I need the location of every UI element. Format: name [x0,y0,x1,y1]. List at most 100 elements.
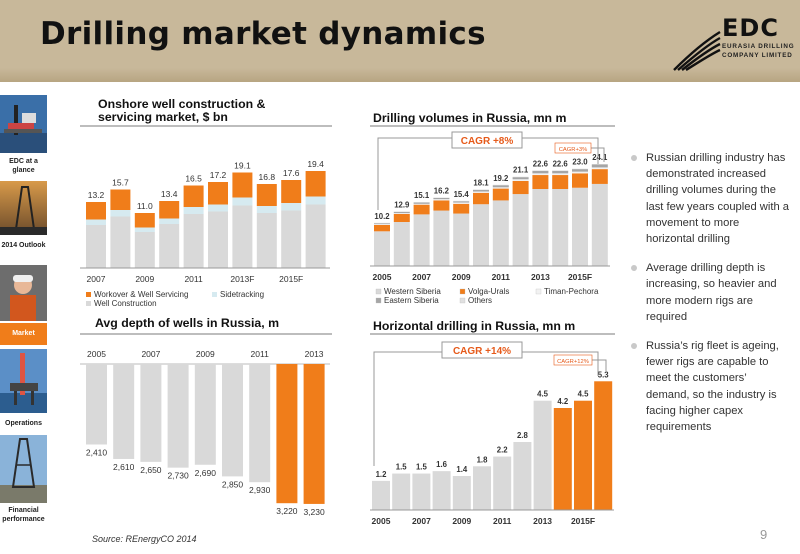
bar-eastern-siberia [591,164,608,168]
data-label: 2.8 [517,431,529,440]
cagr-label-small: CAGR+12% [557,359,589,365]
bar-eastern-siberia [492,185,509,188]
legend-swatch [86,301,91,306]
bar-western-siberia [591,183,608,266]
data-label: 13.4 [161,189,178,199]
data-label: 2.2 [497,446,509,455]
legend-swatch [86,292,91,297]
bar-sidetracking [134,227,155,232]
bar-volga-urals [552,175,569,189]
legend-label: Sidetracking [220,290,264,299]
data-label: 22.6 [533,159,549,168]
bar-volga-urals [532,175,549,189]
bar-volga-urals [453,203,470,214]
data-label: 2,610 [113,462,135,472]
cagr-box [441,341,523,359]
horizontal-bar [473,466,491,510]
horizontal-title-rule [370,333,615,335]
x-tick-label: 2007 [412,516,431,526]
data-label: 1.8 [477,455,489,464]
bar-timan-pechora [393,213,410,214]
header-band [0,0,800,82]
x-tick-label: 2013F [230,274,254,284]
onshore-chart-title: Onshore well construction & servicing ma… [98,97,266,124]
bar-timan-pechora [512,179,529,181]
data-label: 16.8 [259,172,276,182]
data-label: 2,730 [167,471,189,481]
data-label: 24.1 [592,153,608,162]
bar-timan-pechora [572,171,588,174]
data-label: 16.5 [185,174,202,184]
legend-swatch [459,297,466,304]
bar-eastern-siberia [453,201,470,203]
data-label: 1.5 [416,463,428,472]
bar-volga-urals [374,224,390,232]
legend-label: Western Siberia [384,287,441,296]
bar-timan-pechora [492,187,509,189]
bar-well-construction [134,232,155,268]
bar-sidetracking [86,219,106,225]
sidebar-item-operations[interactable]: Operations [5,420,42,427]
bar-timan-pechora [374,224,390,225]
horizontal-bar [574,400,592,510]
bar-sidetracking [183,207,204,214]
bar-eastern-siberia [552,170,569,174]
depth-bar [194,364,216,465]
bullet-text: Russian drilling industry has demonstrat… [646,152,790,246]
legend-label: Timan-Pechora [544,287,599,296]
legend-swatch [375,288,382,295]
depth-bar [276,364,298,504]
x-tick-label: 2011 [251,349,270,359]
data-label: 2,410 [86,447,108,457]
sidebar-item-market[interactable]: Market [0,323,47,345]
bar-timan-pechora [433,199,450,201]
bar-timan-pechora [532,173,549,176]
x-tick-label: 2011 [493,516,512,526]
x-tick-label: 2011 [184,274,203,284]
depth-chart-title: Avg depth of wells in Russia, m [95,316,280,330]
bar-workover-well-servicing [134,213,155,228]
data-label: 5.3 [598,370,610,379]
x-tick-label: 2013 [305,349,324,359]
drilling-rig-photo-icon [0,435,47,503]
bar-timan-pechora [591,167,608,170]
legend-label: Workover & Well Servicing [94,290,188,299]
bullet-text: Average drilling depth is increasing, so… [646,262,777,323]
legend-swatch [212,292,217,297]
bar-western-siberia [552,189,569,266]
data-label: 22.6 [553,159,569,168]
horizontal-chart: 1.2 1.5 1.5 1.6 1.4 1.8 2.2 2.8 4.5 4.2 4.5 5.3 2005… [370,341,614,526]
data-label: 15.4 [454,190,470,199]
onshore-chart: 13.2 15.7 11.0 13.4 16.5 17.2 19.1 16.8 17.6 19.4… [80,159,330,308]
depth-bar [167,364,189,468]
bar-sidetracking [110,210,131,217]
sidebar-item-edc-at-a-glance[interactable]: EDC at a glance [9,158,38,174]
logo-name: EDC [722,14,779,42]
bar-workover-well-servicing [86,202,106,220]
bar-western-siberia [374,231,390,266]
data-label: 2,930 [249,485,271,495]
bar-workover-well-servicing [183,185,204,207]
sidebar-item-financial-performance[interactable]: Financial performance [2,507,45,523]
data-label: 1.2 [376,470,388,479]
depth-bar [222,364,243,477]
logo-subtitle: EURASIA DRILLING COMPANY LIMITED [722,43,795,59]
depth-bar [86,364,107,445]
x-tick-label: 2005 [373,272,392,282]
x-tick-label: 2015F [571,516,595,526]
data-label: 3,230 [303,507,325,517]
bullet-dot-icon [631,343,637,350]
x-tick-label: 2015F [568,272,592,282]
x-tick-label: 2007 [87,274,106,284]
edc-logo-icon [673,30,721,72]
data-label: 15.7 [112,178,129,188]
data-label: 19.4 [307,159,324,169]
sidebar-item-2014-outlook[interactable]: 2014 Outlook [1,242,46,249]
x-tick-label: 2005 [87,349,106,359]
bar-western-siberia [532,189,549,266]
bar-western-siberia [413,214,430,266]
bar-volga-urals [473,192,489,205]
depth-bar [249,364,271,483]
bar-eastern-siberia [374,223,390,225]
bar-well-construction [232,205,253,268]
